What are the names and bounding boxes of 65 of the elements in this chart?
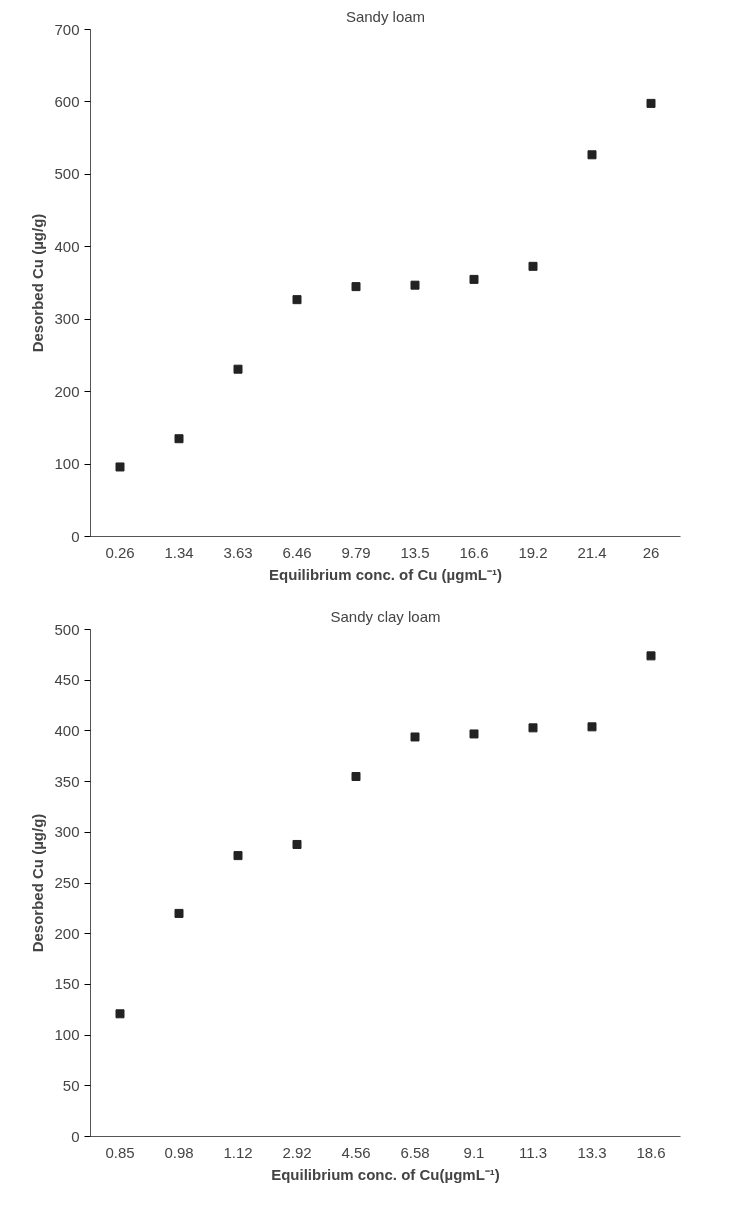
point [469,729,479,739]
x-tick-label: 6.58 [400,1143,430,1161]
x-axis-title: Equilibrium conc. of Cu (µgmL⁻¹) [269,565,502,583]
y-tick-label: 250 [54,874,80,891]
x-tick-label: 9.79 [341,543,371,561]
x-tick-label: 6.46 [282,543,312,561]
x-tick-label: 4.56 [341,1143,371,1161]
x-tick-label: 1.34 [164,543,194,561]
y-axis-title: Desorbed Cu (µg/g) [29,813,47,953]
chart-title: Sandy clay loam [330,607,441,625]
point [351,772,361,782]
x-tick-label: 13.3 [577,1143,607,1161]
point [587,722,597,732]
y-tick-label: 150 [54,975,80,993]
x-tick-label: 9.1 [463,1143,485,1161]
x-tick-label: 0.26 [105,543,135,561]
point [233,364,243,374]
x-tick-label: 11.3 [518,1143,548,1161]
point [174,434,184,444]
x-tick-label: 1.12 [223,1143,253,1161]
x-tick-label: 0.98 [164,1143,194,1161]
point [233,851,243,861]
x-tick-label: 18.6 [636,1143,666,1161]
x-tick-label: 21.4 [577,543,607,561]
y-tick-label: 300 [54,823,80,841]
y-tick-label: 450 [54,671,80,689]
x-axis-title: Equilibrium conc. of Cu(µgmL⁻¹) [271,1165,500,1183]
point [646,98,656,108]
y-tick-label: 300 [54,310,80,328]
point [410,280,420,290]
point [410,732,420,742]
y-tick-label: 500 [54,165,80,183]
y-tick-label: 700 [54,20,80,38]
point [587,150,597,160]
point [115,1009,125,1019]
y-tick-label: 0 [71,527,80,545]
point [115,462,125,472]
x-tick-label: 2.92 [282,1143,312,1161]
y-tick-label: 200 [54,382,80,400]
y-tick-label: 350 [54,772,80,790]
point [469,274,479,284]
point [528,723,538,733]
y-tick-label: 50 [62,1076,80,1094]
y-tick-label: 100 [54,1026,80,1044]
point [174,908,184,918]
y-tick-label: 400 [54,237,80,255]
y-tick-label: 200 [54,924,80,942]
y-tick-label: 500 [54,620,80,638]
y-tick-label: 0 [71,1127,80,1145]
point [646,651,656,661]
y-tick-label: 100 [54,455,80,473]
y-tick-label: 600 [54,92,80,110]
y-tick-label: 400 [54,721,80,739]
point [292,295,302,305]
point [528,261,538,271]
chart-title: Sandy loam [345,7,426,25]
x-tick-label: 3.63 [223,543,253,561]
x-tick-label: 26 [642,543,660,561]
point [292,839,302,849]
x-tick-label: 19.2 [518,543,548,561]
y-axis-title: Desorbed Cu (µg/g) [29,213,47,353]
x-tick-label: 13.5 [400,543,430,561]
x-tick-label: 16.6 [459,543,489,561]
x-tick-label: 0.85 [105,1143,135,1161]
point [351,282,361,292]
